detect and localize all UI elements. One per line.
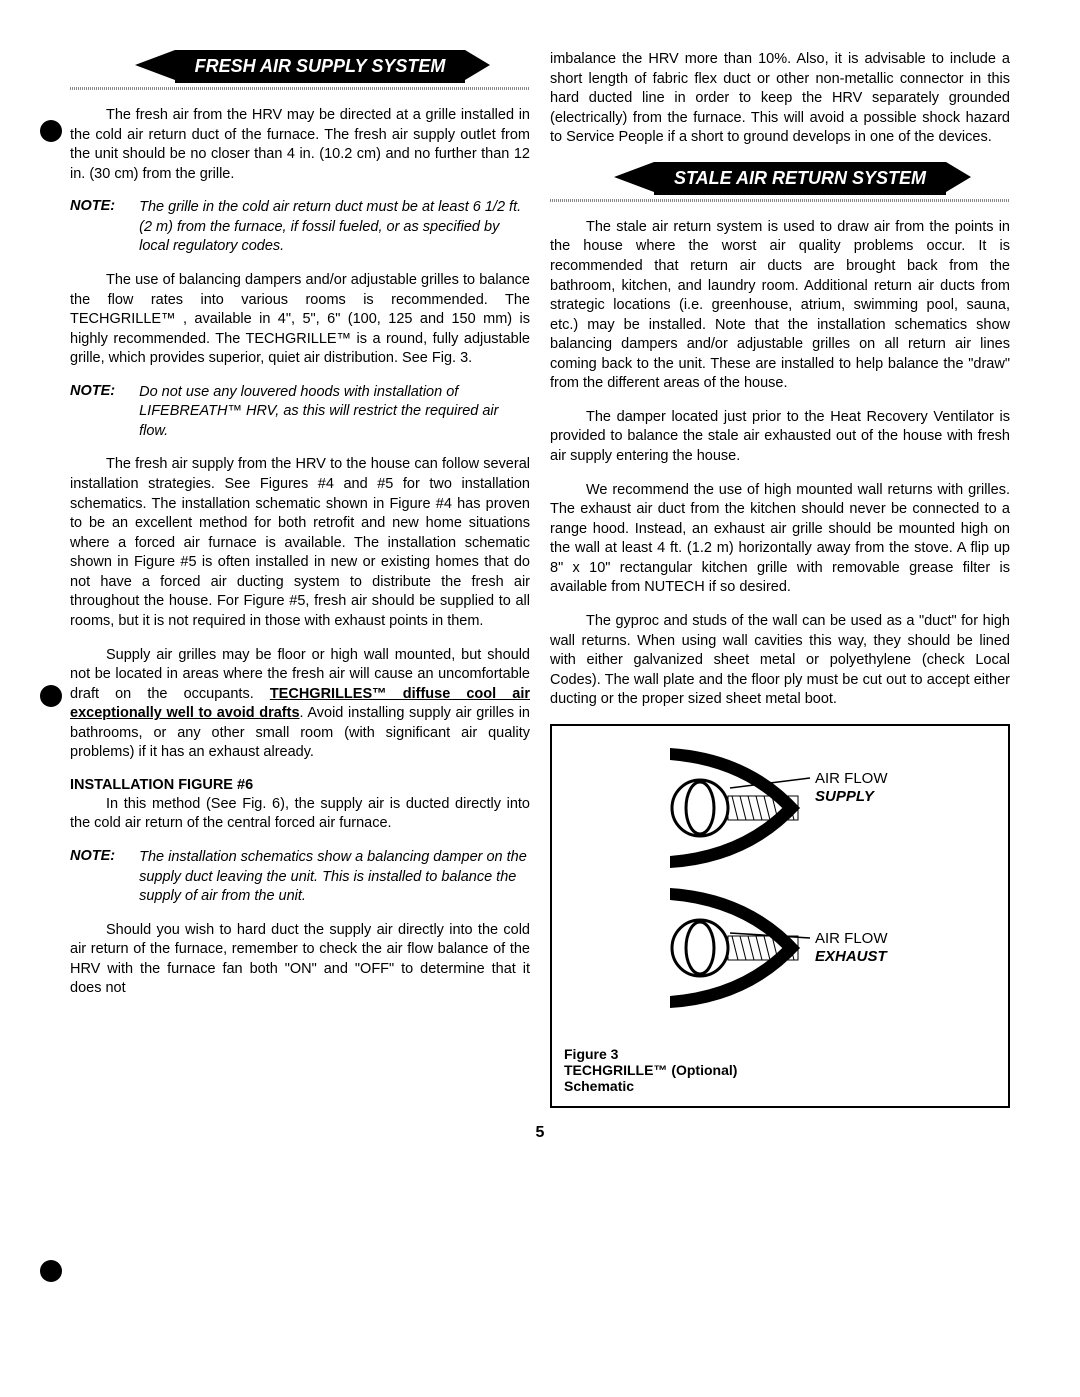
figure-caption-line3: Schematic <box>564 1078 996 1094</box>
body-paragraph: Supply air grilles may be floor or high … <box>70 646 530 763</box>
figure-caption: Figure 3 TECHGRILLE™ (Optional) Schemati… <box>564 1046 996 1094</box>
exhaust-label-b: EXHAUST <box>815 948 889 965</box>
fresh-air-header: FRESH AIR SUPPLY SYSTEM <box>175 50 466 83</box>
installation-subheading: INSTALLATION FIGURE #6 <box>70 777 530 793</box>
body-paragraph: In this method (See Fig. 6), the supply … <box>70 795 530 834</box>
stale-air-header: STALE AIR RETURN SYSTEM <box>654 162 946 195</box>
figure-caption-line2: TECHGRILLE™ (Optional) <box>564 1062 996 1078</box>
note-label: NOTE: <box>70 848 115 907</box>
body-paragraph: The gyproc and studs of the wall can be … <box>550 612 1010 710</box>
supply-label-a: AIR FLOW <box>815 770 888 787</box>
body-paragraph: The fresh air from the HRV may be direct… <box>70 106 530 184</box>
body-paragraph: The stale air return system is used to d… <box>550 218 1010 394</box>
section-header-wrap: FRESH AIR SUPPLY SYSTEM <box>70 50 530 87</box>
page-number: 5 <box>70 1124 1010 1142</box>
supply-grille-inner <box>686 782 714 834</box>
body-paragraph: The use of balancing dampers and/or adju… <box>70 271 530 369</box>
body-paragraph: The fresh air supply from the HRV to the… <box>70 455 530 631</box>
exhaust-grille-inner <box>686 922 714 974</box>
note-text: The grille in the cold air return duct m… <box>139 198 530 257</box>
note-block: NOTE: Do not use any louvered hoods with… <box>70 383 530 442</box>
header-underline <box>550 199 1010 202</box>
body-paragraph: The damper located just prior to the Hea… <box>550 408 1010 467</box>
exhaust-label-a: AIR FLOW <box>815 930 888 947</box>
note-block: NOTE: The grille in the cold air return … <box>70 198 530 257</box>
bullet-dot <box>40 1260 62 1282</box>
note-text: The installation schematics show a balan… <box>139 848 530 907</box>
right-column: imbalance the HRV more than 10%. Also, i… <box>550 50 1010 1108</box>
note-label: NOTE: <box>70 383 115 442</box>
note-label: NOTE: <box>70 198 115 257</box>
bullet-dot <box>40 120 62 142</box>
techgrille-schematic-svg: AIR FLOW SUPPLY AIR FLOW <box>600 738 960 1038</box>
body-paragraph: imbalance the HRV more than 10%. Also, i… <box>550 50 1010 148</box>
left-column: FRESH AIR SUPPLY SYSTEM The fresh air fr… <box>70 50 530 1108</box>
bullet-dot <box>40 685 62 707</box>
figure-caption-line1: Figure 3 <box>564 1046 996 1062</box>
body-paragraph: Should you wish to hard duct the supply … <box>70 921 530 999</box>
figure-3-box: AIR FLOW SUPPLY AIR FLOW <box>550 724 1010 1108</box>
note-block: NOTE: The installation schematics show a… <box>70 848 530 907</box>
body-paragraph: We recommend the use of high mounted wal… <box>550 481 1010 598</box>
supply-label-b: SUPPLY <box>815 788 876 805</box>
note-text: Do not use any louvered hoods with insta… <box>139 383 530 442</box>
section-header-wrap: STALE AIR RETURN SYSTEM <box>550 162 1010 199</box>
header-underline <box>70 87 530 90</box>
two-column-layout: FRESH AIR SUPPLY SYSTEM The fresh air fr… <box>70 50 1010 1108</box>
